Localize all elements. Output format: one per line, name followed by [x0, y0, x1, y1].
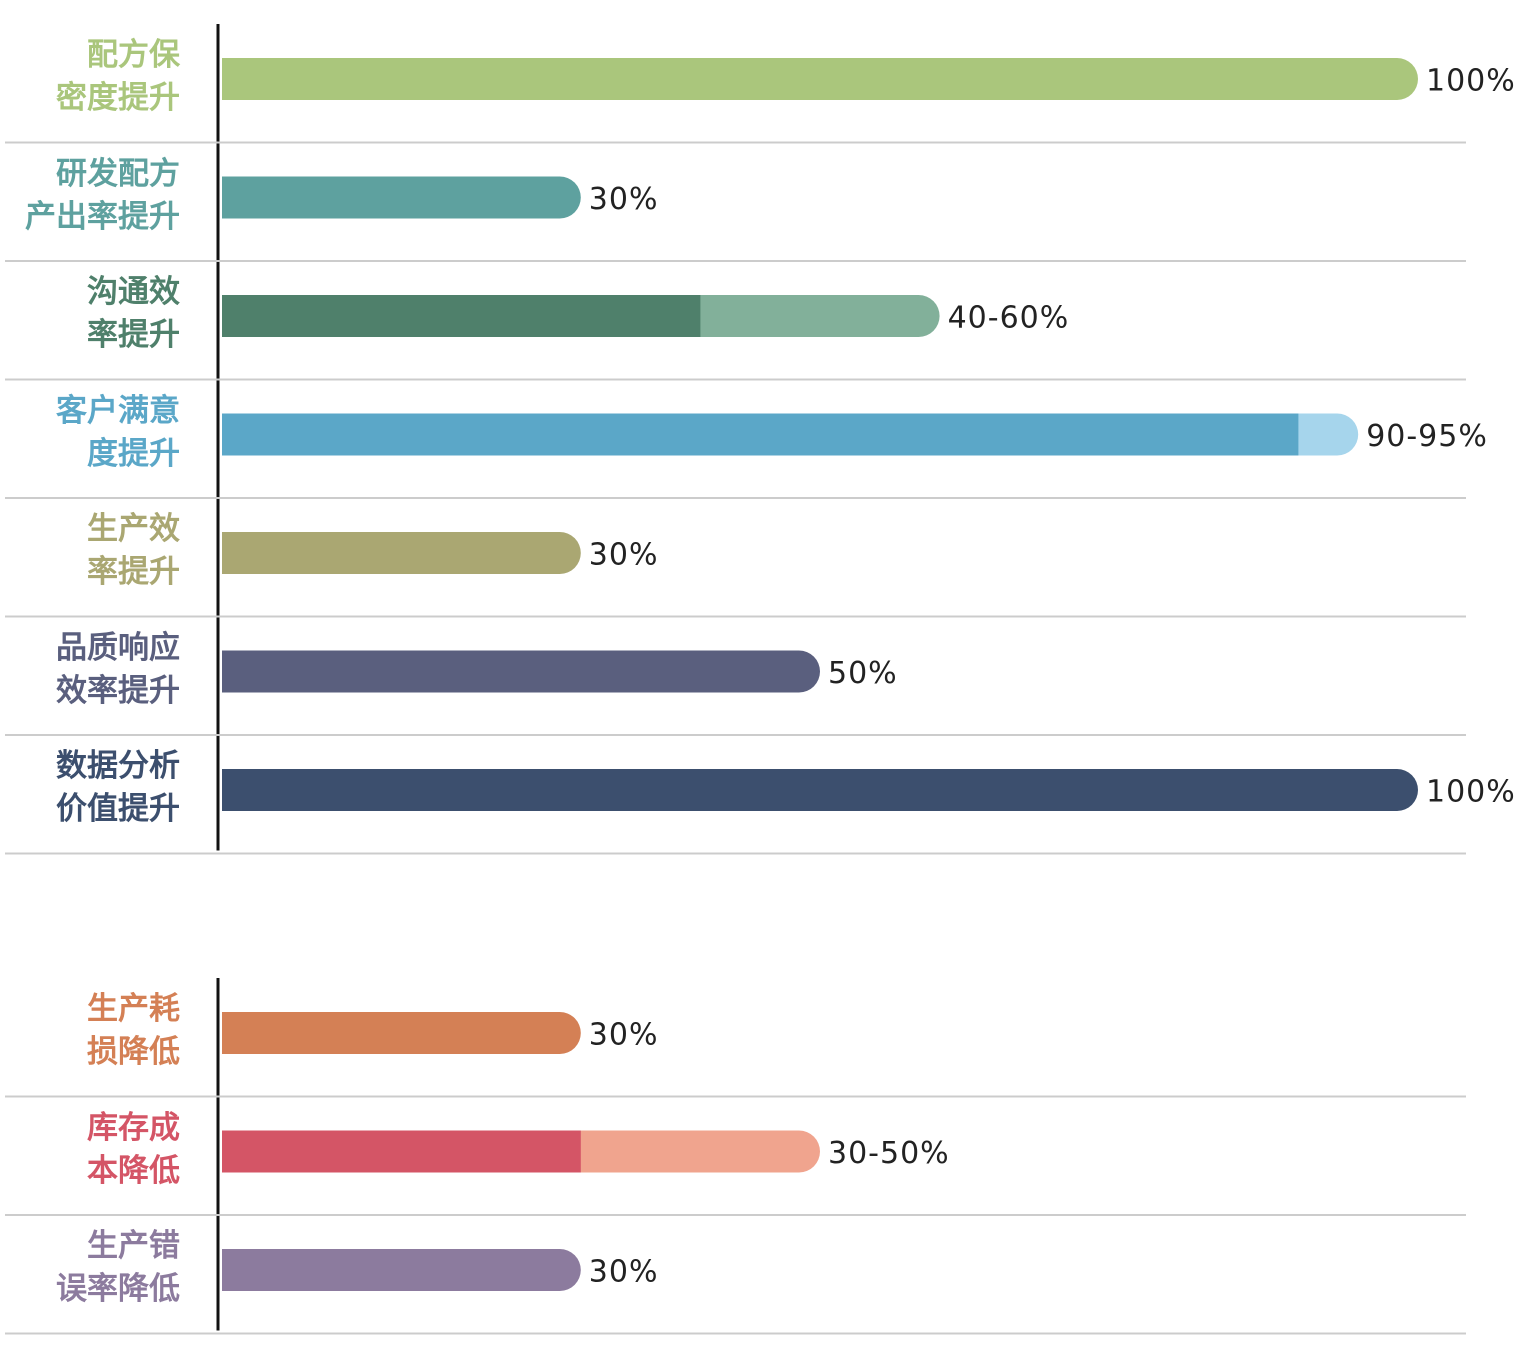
value-label: 40-60%	[948, 301, 1070, 336]
value-label: 100%	[1426, 775, 1516, 810]
bar	[222, 1130, 581, 1173]
category-label: 库存成 本降低	[87, 1109, 180, 1189]
category-label: 品质响应 效率提升	[56, 629, 180, 709]
category-label: 生产错 误率降低	[56, 1228, 180, 1307]
bar	[222, 532, 581, 574]
bar	[222, 769, 1418, 811]
category-label: 数据分析 价值提升	[56, 748, 180, 827]
value-label: 30%	[589, 182, 659, 217]
value-label: 30%	[589, 1018, 659, 1053]
category-label: 配方保 密度提升	[56, 37, 180, 116]
bar	[222, 295, 701, 337]
value-label: 100%	[1426, 64, 1516, 99]
value-label: 30%	[589, 1255, 659, 1290]
category-label: 生产效 率提升	[87, 511, 180, 590]
bar	[222, 413, 1299, 456]
category-label: 生产耗 损降低	[87, 991, 180, 1070]
bar	[222, 176, 581, 219]
category-label: 客户满意 度提升	[56, 392, 180, 472]
value-label: 30%	[589, 538, 659, 573]
category-label: 研发配方 产出率提升	[25, 155, 180, 235]
bar	[222, 1012, 581, 1054]
value-label: 50%	[828, 656, 898, 691]
value-label: 30-50%	[828, 1136, 950, 1171]
category-label: 沟通效 率提升	[87, 274, 180, 353]
bar	[222, 58, 1418, 100]
bar	[222, 650, 820, 693]
value-label: 90-95%	[1366, 419, 1488, 454]
bar	[222, 1249, 581, 1291]
